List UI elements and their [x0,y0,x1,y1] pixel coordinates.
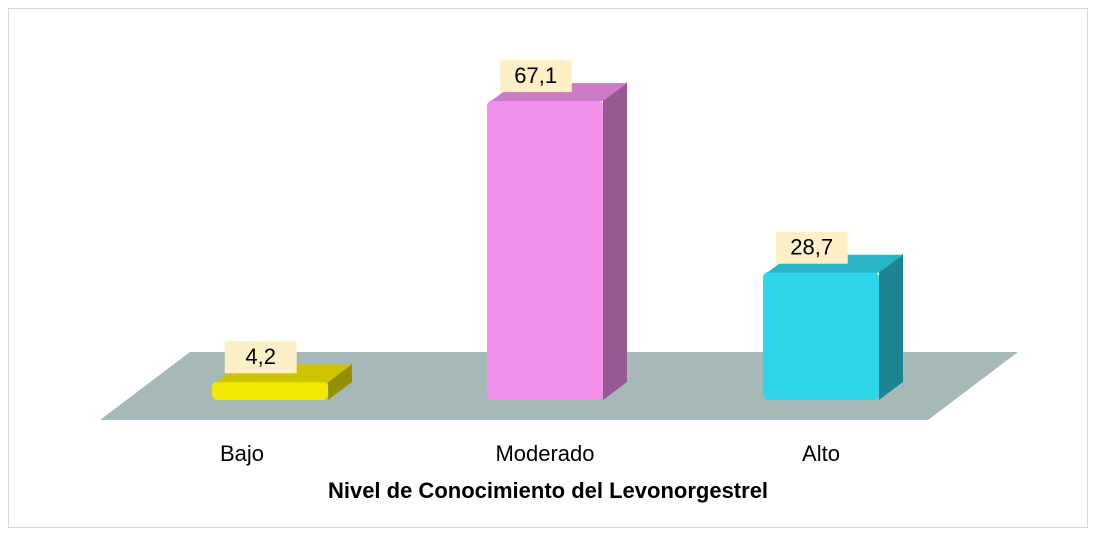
data-label: 4,2 [245,344,276,369]
bar-side [879,253,903,400]
x-tick-label: Alto [802,441,840,466]
data-label: 28,7 [790,235,833,260]
data-label-box [499,60,572,93]
x-tick-label: Bajo [220,441,264,466]
chart-title: Nivel de Conocimiento del Levonorgestrel [328,478,768,503]
data-label-box [775,231,848,264]
data-label: 67,1 [514,63,557,88]
bar [487,100,603,401]
bar-side [328,363,352,400]
bar-side [603,82,627,401]
data-label-box [224,341,297,374]
bar [763,271,879,400]
x-tick-label: Moderado [495,441,594,466]
bar [212,381,328,400]
